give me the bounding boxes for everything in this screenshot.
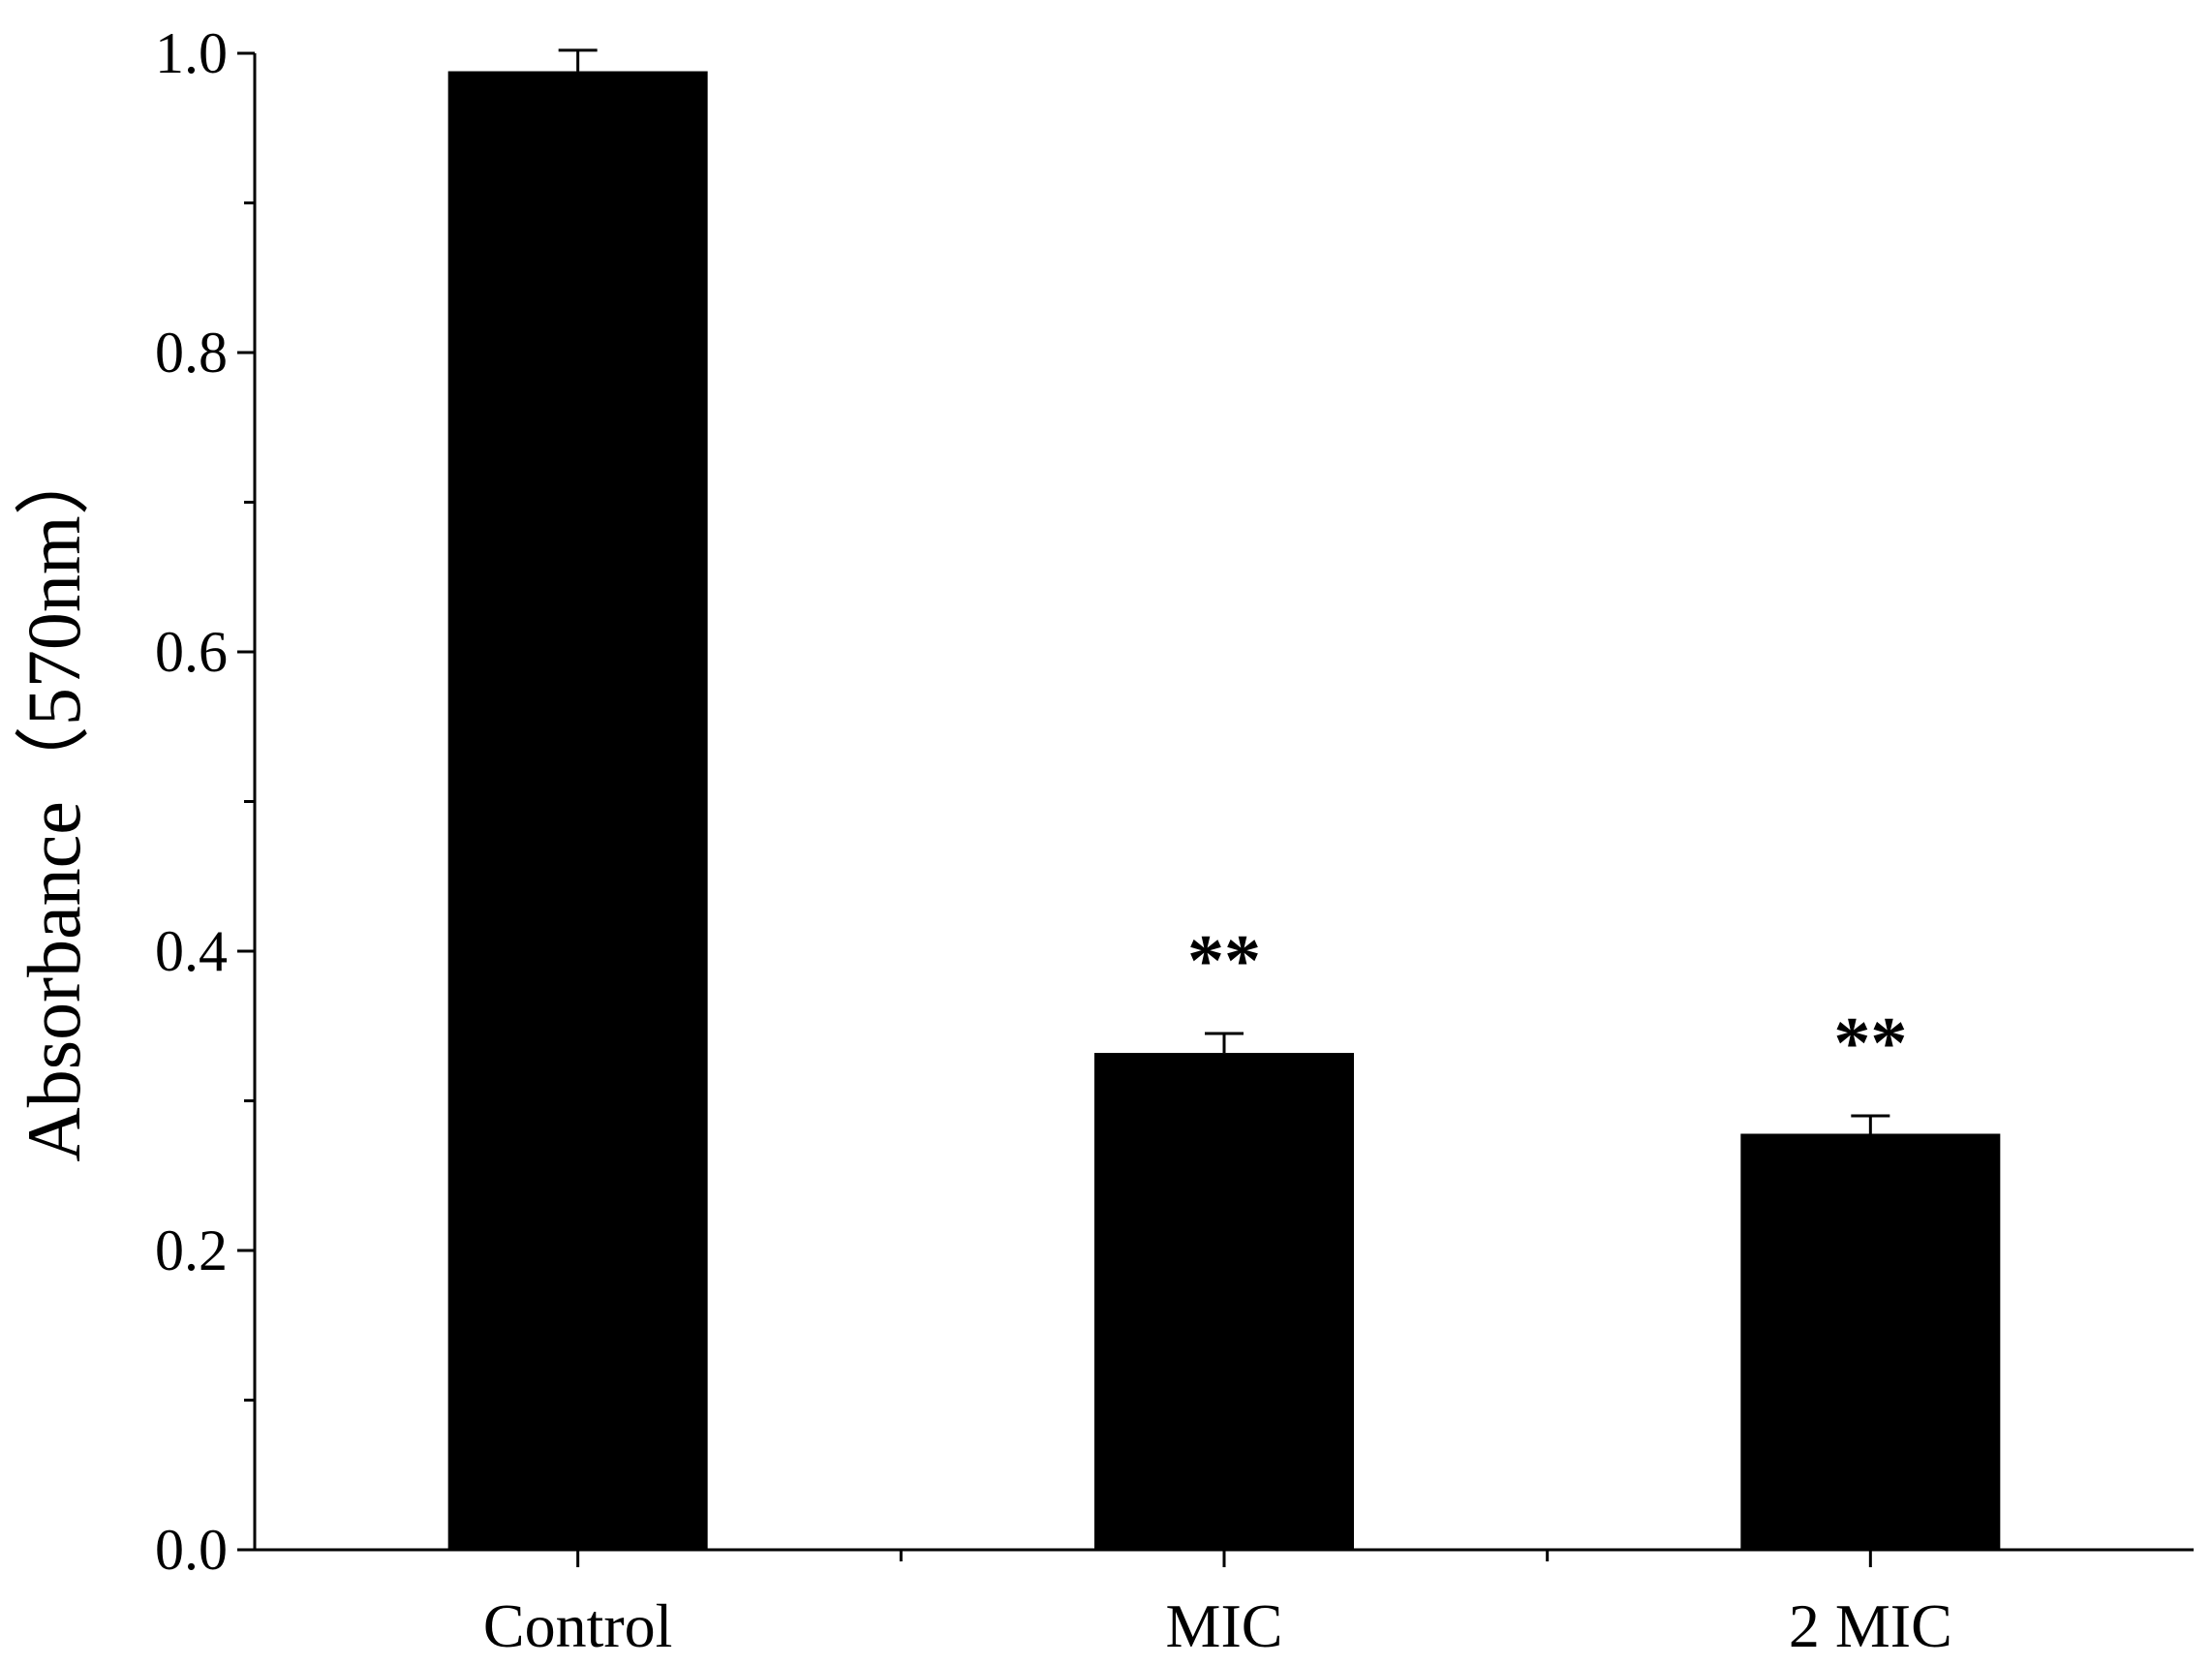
y-tick-label-5: 1.0 — [155, 21, 228, 85]
x-tick-label-2: 2 MIC — [1789, 1591, 1952, 1660]
bar-1 — [1094, 1053, 1354, 1550]
bar-2 — [1740, 1133, 2001, 1550]
axes-layer — [237, 51, 2194, 1567]
y-tick-label-2: 0.4 — [155, 919, 228, 983]
error-bars-layer — [558, 48, 1890, 1134]
bar-0 — [447, 71, 708, 1550]
significance-label-1: ** — [1187, 920, 1261, 1002]
x-tick-label-1: MIC — [1166, 1591, 1283, 1660]
y-tick-label-4: 0.8 — [155, 321, 228, 385]
bars-layer — [447, 71, 2001, 1550]
x-tick-label-0: Control — [483, 1591, 673, 1660]
y-axis-title: Absorbance（570nm） — [12, 440, 96, 1161]
y-tick-label-0: 0.0 — [155, 1518, 228, 1582]
y-tick-label-3: 0.6 — [155, 620, 228, 684]
y-tick-label-1: 0.2 — [155, 1219, 228, 1282]
labels-layer: Control ** MIC ** 2 MIC 0.0 0.2 0.4 0.6 0.8 1.0 — [155, 21, 1952, 1660]
significance-label-2: ** — [1833, 1003, 1907, 1084]
